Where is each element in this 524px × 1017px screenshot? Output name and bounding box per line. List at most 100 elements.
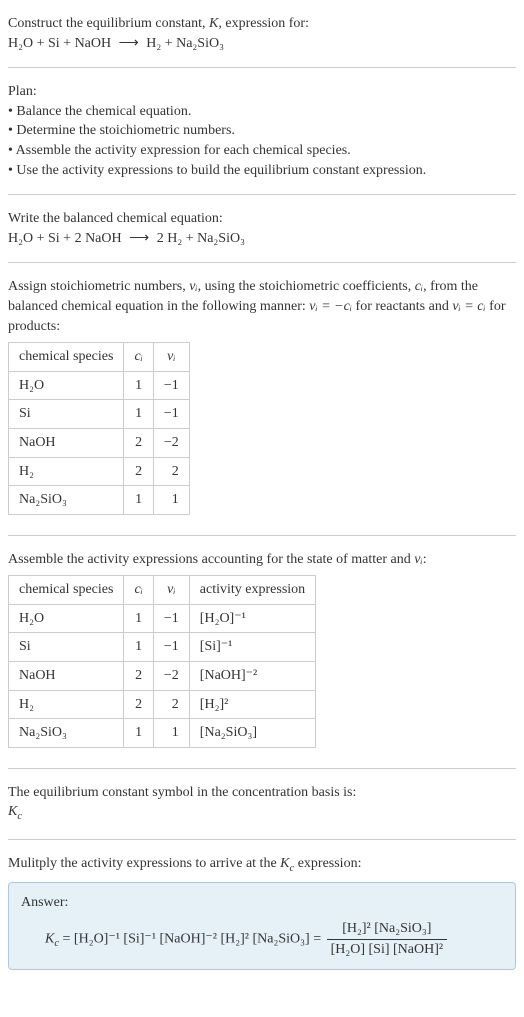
col-header: cᵢ [124,343,153,372]
stoich-section: Assign stoichiometric numbers, νᵢ, using… [8,271,516,526]
activity-intro-text: : [423,552,427,567]
stoich-table: chemical species cᵢ νᵢ H₂O 1 −1 Si 1 −1 … [8,342,190,515]
kc-symbol-intro: The equilibrium constant symbol in the c… [8,783,516,803]
stoich-eq2: νᵢ = cᵢ [452,299,485,314]
nu-cell: 1 [153,486,189,515]
title-k: K [209,16,218,31]
title-line: Construct the equilibrium constant, K, e… [8,14,516,34]
species-cell: NaOH [9,662,124,691]
answer-fraction: [H₂]² [Na₂SiO₃][H₂O] [Si] [NaOH]² [327,919,448,959]
activity-expr-cell: [Na₂SiO₃] [189,719,315,748]
stoich-intro: Assign stoichiometric numbers, νᵢ, using… [8,277,516,336]
nu-cell: −1 [153,371,189,400]
activity-intro: Assemble the activity expressions accoun… [8,550,516,570]
divider [8,67,516,68]
nu-cell: −1 [153,400,189,429]
ci-cell: 2 [124,428,153,457]
answer-k: K [45,931,54,946]
nu-cell: −2 [153,662,189,691]
nu-cell: −2 [153,428,189,457]
species-cell: Si [9,400,124,429]
plan-step: • Assemble the activity expression for e… [8,141,516,161]
multiply-section: Mulitply the activity expressions to arr… [8,848,516,976]
bal-rhs: 2 H₂ + Na₂SiO₃ [157,231,245,246]
balanced-equation: H₂O + Si + 2 NaOH ⟶ 2 H₂ + Na₂SiO₃ [8,229,516,249]
table-row: Na₂SiO₃ 1 1 [9,486,190,515]
nu-cell: 2 [153,690,189,719]
activity-nu: νᵢ [414,552,422,567]
table-row: NaOH 2 −2 [NaOH]⁻² [9,662,316,691]
answer-label: Answer: [21,893,503,913]
kc-sub: c [17,811,22,822]
species-cell: H₂O [9,371,124,400]
ci-cell: 2 [124,457,153,486]
nu-cell: −1 [153,633,189,662]
title-suffix: , expression for: [218,16,309,31]
table-header-row: chemical species cᵢ νᵢ activity expressi… [9,576,316,605]
divider [8,535,516,536]
answer-eq-sign2: = [310,931,325,946]
ci-cell: 2 [124,690,153,719]
table-row: NaOH 2 −2 [9,428,190,457]
stoich-ci: cᵢ [415,279,423,294]
species-cell: H₂O [9,604,124,633]
divider [8,768,516,769]
eq-lhs: H₂O + Si + NaOH [8,36,111,51]
multiply-intro-text: expression: [294,856,361,871]
answer-expr: [H₂O]⁻¹ [Si]⁻¹ [NaOH]⁻² [H₂]² [Na₂SiO₃] [74,931,310,946]
species-cell: H₂ [9,457,124,486]
activity-expr-cell: [H₂O]⁻¹ [189,604,315,633]
species-cell: NaOH [9,428,124,457]
divider [8,839,516,840]
balanced-title: Write the balanced chemical equation: [8,209,516,229]
stoich-intro-text: Assign stoichiometric numbers, [8,279,189,294]
stoich-eq1: νᵢ = −cᵢ [309,299,352,314]
col-header: activity expression [189,576,315,605]
stoich-intro-text: , using the stoichiometric coefficients, [198,279,415,294]
species-cell: H₂ [9,690,124,719]
nu-cell: 1 [153,719,189,748]
ci-cell: 1 [124,486,153,515]
answer-eq-sign: = [59,931,74,946]
title-prefix: Construct the equilibrium constant, [8,16,209,31]
ci-cell: 1 [124,604,153,633]
plan-step: • Use the activity expressions to build … [8,161,516,181]
plan-section: Plan: • Balance the chemical equation. •… [8,76,516,186]
balanced-section: Write the balanced chemical equation: H₂… [8,203,516,254]
bal-lhs: H₂O + Si + 2 NaOH [8,231,122,246]
table-row: H₂O 1 −1 [H₂O]⁻¹ [9,604,316,633]
unbalanced-equation: H₂O + Si + NaOH ⟶ H₂ + Na₂SiO₃ [8,34,516,54]
activity-table: chemical species cᵢ νᵢ activity expressi… [8,575,316,748]
arrow-icon: ⟶ [119,34,139,54]
answer-denominator: [H₂O] [Si] [NaOH]² [327,940,448,960]
arrow-icon: ⟶ [129,229,149,249]
col-header: chemical species [9,576,124,605]
col-header: νᵢ [153,343,189,372]
ci-cell: 1 [124,371,153,400]
plan-step: • Balance the chemical equation. [8,102,516,122]
kc-symbol-section: The equilibrium constant symbol in the c… [8,777,516,831]
nu-cell: 2 [153,457,189,486]
table-row: Na₂SiO₃ 1 1 [Na₂SiO₃] [9,719,316,748]
activity-expr-cell: [H₂]² [189,690,315,719]
plan-title: Plan: [8,82,516,102]
activity-intro-text: Assemble the activity expressions accoun… [8,552,414,567]
table-row: Si 1 −1 [Si]⁻¹ [9,633,316,662]
answer-box: Answer: Kc = [H₂O]⁻¹ [Si]⁻¹ [NaOH]⁻² [H₂… [8,882,516,970]
ci-cell: 1 [124,719,153,748]
header-section: Construct the equilibrium constant, K, e… [8,8,516,59]
table-row: H₂O 1 −1 [9,371,190,400]
stoich-nu: νᵢ [189,279,197,294]
species-cell: Na₂SiO₃ [9,719,124,748]
ci-cell: 1 [124,633,153,662]
col-header: νᵢ [153,576,189,605]
answer-equation: Kc = [H₂O]⁻¹ [Si]⁻¹ [NaOH]⁻² [H₂]² [Na₂S… [21,919,503,959]
species-cell: Si [9,633,124,662]
kc-k: K [8,804,17,819]
nu-cell: −1 [153,604,189,633]
activity-section: Assemble the activity expressions accoun… [8,544,516,760]
table-header-row: chemical species cᵢ νᵢ [9,343,190,372]
kc-k: K [280,856,289,871]
eq-rhs: H₂ + Na₂SiO₃ [146,36,224,51]
ci-cell: 2 [124,662,153,691]
